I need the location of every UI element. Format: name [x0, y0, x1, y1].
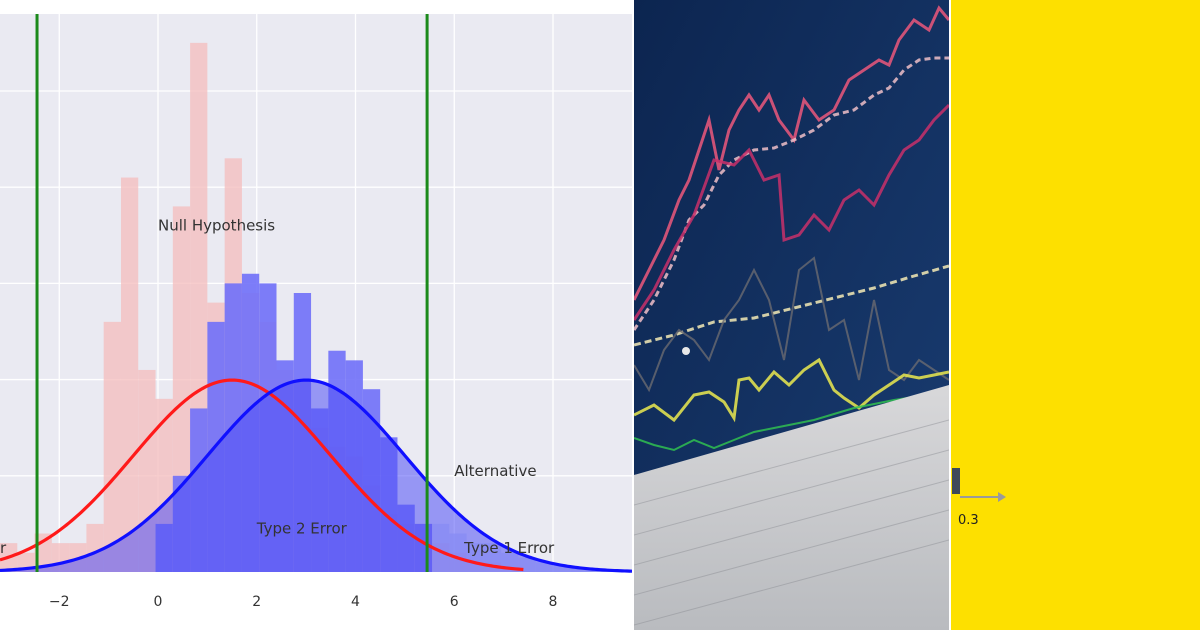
histogram-0-bar-6	[103, 321, 121, 572]
histogram-0-bar-7	[120, 177, 139, 572]
marker-dot	[682, 347, 690, 355]
bar-marker	[952, 468, 960, 494]
x-tick-label-0: −2	[49, 594, 70, 610]
hypothesis-chart-panel: Null Hypothesis Alternative Type 2 Error Ty…	[0, 14, 633, 610]
annotation-0: Null Hypothesis	[158, 216, 275, 234]
x-tick-label-2: 2	[252, 594, 261, 610]
cream-dashed-line	[634, 264, 949, 347]
series-line-0	[0, 378, 524, 572]
yellow-line	[634, 357, 949, 423]
arrow-icon	[998, 492, 1006, 502]
magenta-line	[634, 103, 949, 321]
pink-line-top	[634, 5, 949, 301]
hypothesis-chart: Null Hypothesis Alternative Type 2 Error Ty…	[0, 14, 633, 610]
stock-photo-illustration	[634, 0, 949, 630]
alternative-fill-area	[0, 380, 632, 572]
screen-table	[634, 385, 949, 630]
pink-line-dashed	[634, 56, 949, 331]
annotation-2: Type 2 Error	[256, 520, 348, 538]
x-tick-label-3: 4	[351, 594, 360, 610]
annotation-4: Type 1 Error	[0, 539, 7, 557]
stock-chart-photo	[634, 0, 949, 630]
series-line-1	[0, 378, 633, 573]
annotation-3: Type 1 Error	[463, 539, 555, 557]
x-tick-label-4: 6	[450, 594, 459, 610]
x-tick-label-1: 0	[154, 594, 163, 610]
x-tick-label-5: 8	[549, 594, 558, 610]
gray-line	[634, 256, 949, 393]
axis-value-label: 0.3	[958, 513, 979, 528]
yellow-panel	[951, 0, 1200, 630]
axis-line	[960, 496, 1000, 498]
annotation-1: Alternative	[454, 462, 536, 480]
